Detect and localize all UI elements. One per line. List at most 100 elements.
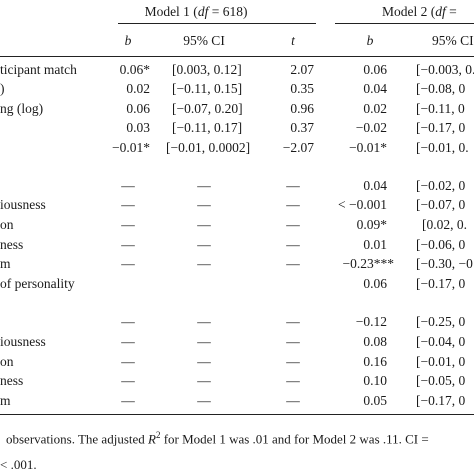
cell-b1: — bbox=[121, 237, 135, 252]
cell-ci2: [−0.01, 0. bbox=[416, 140, 469, 155]
cell-b1: — bbox=[121, 178, 135, 193]
cell-ci2: [−0.04, 0 bbox=[416, 334, 466, 349]
cell-ci1: — bbox=[197, 334, 211, 349]
cell-ci2: [−0.17, 0 bbox=[416, 393, 466, 408]
row-label: ticipant match bbox=[0, 62, 77, 77]
significance-note: < .001. bbox=[0, 457, 37, 472]
cell-t: — bbox=[286, 334, 300, 349]
cell-ci2: [−0.07, 0 bbox=[416, 197, 466, 212]
row-label: iousness bbox=[0, 334, 46, 349]
model2-header-rule bbox=[335, 23, 474, 24]
cell-b2: −0.01* bbox=[349, 140, 387, 155]
model2-header: Model 2 (df = bbox=[382, 4, 457, 19]
cell-ci1: — bbox=[197, 178, 211, 193]
cell-t: 0.37 bbox=[290, 120, 314, 135]
col-ci-model1: 95% CI bbox=[183, 33, 225, 48]
cell-b2: 0.08 bbox=[363, 334, 387, 349]
cell-b2: −0.02 bbox=[355, 120, 387, 135]
model1-header: Model 1 (df = 618) bbox=[144, 4, 248, 19]
cell-ci1: — bbox=[197, 314, 211, 329]
cell-b2: < −0.001 bbox=[338, 197, 387, 212]
cell-ci1: [−0.07, 0.20] bbox=[172, 101, 243, 116]
row-label: ) bbox=[0, 81, 5, 96]
row-label: ng (log) bbox=[0, 101, 44, 116]
cell-b2: 0.05 bbox=[363, 393, 387, 408]
cell-ci1: — bbox=[197, 197, 211, 212]
cell-ci1: [0.003, 0.12] bbox=[172, 62, 242, 77]
cell-ci2: [−0.08, 0 bbox=[416, 81, 466, 96]
cell-b1: 0.06* bbox=[119, 62, 150, 77]
model1-header-rule bbox=[118, 23, 316, 24]
row-label: m bbox=[0, 256, 11, 271]
cell-ci2: [−0.003, 0. bbox=[416, 62, 474, 77]
cell-ci2: [−0.17, 0 bbox=[416, 276, 466, 291]
cell-ci2: [−0.02, 0 bbox=[416, 178, 466, 193]
cell-ci1: [−0.11, 0.17] bbox=[172, 120, 243, 135]
cell-b1: — bbox=[121, 217, 135, 232]
cell-b2: 0.06 bbox=[363, 62, 387, 77]
cell-t: — bbox=[286, 178, 300, 193]
cell-b1: −0.01* bbox=[112, 140, 150, 155]
table-note: observations. The adjusted R2 for Model … bbox=[6, 430, 429, 447]
cell-b1: — bbox=[121, 393, 135, 408]
cell-t: — bbox=[286, 314, 300, 329]
cell-b1: — bbox=[121, 354, 135, 369]
cell-t: 0.35 bbox=[290, 81, 314, 96]
col-ci-model2: 95% CI bbox=[432, 33, 474, 48]
cell-ci2: [−0.25, 0 bbox=[416, 314, 466, 329]
cell-t: 2.07 bbox=[290, 62, 314, 77]
cell-t: 0.96 bbox=[290, 101, 314, 116]
cell-t: — bbox=[286, 354, 300, 369]
cell-b1: — bbox=[121, 256, 135, 271]
cell-b1: — bbox=[121, 197, 135, 212]
row-label: m bbox=[0, 393, 11, 408]
cell-ci2: [−0.30, −0 bbox=[416, 256, 473, 271]
table-bottom-rule bbox=[0, 414, 474, 415]
cell-b1: 0.02 bbox=[126, 81, 150, 96]
row-label: ness bbox=[0, 237, 24, 252]
cell-b2: −0.12 bbox=[355, 314, 387, 329]
row-label: ness bbox=[0, 373, 24, 388]
cell-ci1: [−0.01, 0.0002] bbox=[166, 140, 251, 155]
cell-b2: 0.04 bbox=[363, 81, 387, 96]
cell-ci1: — bbox=[197, 354, 211, 369]
col-b-model2: b bbox=[366, 33, 374, 48]
cell-ci2: [−0.06, 0 bbox=[416, 237, 466, 252]
cell-b2: 0.10 bbox=[363, 373, 387, 388]
cell-b2: −0.23*** bbox=[342, 256, 395, 271]
cell-t: −2.07 bbox=[282, 140, 314, 155]
cell-ci1: — bbox=[197, 373, 211, 388]
cell-t: — bbox=[286, 393, 300, 408]
cell-ci2: [−0.05, 0 bbox=[416, 373, 466, 388]
cell-t: — bbox=[286, 256, 300, 271]
cell-b2: 0.09* bbox=[356, 217, 387, 232]
cell-b1: 0.03 bbox=[126, 120, 150, 135]
cell-b1: — bbox=[121, 334, 135, 349]
cell-b2: 0.06 bbox=[363, 276, 387, 291]
cell-ci2: [0.02, 0. bbox=[422, 217, 467, 232]
cell-b2: 0.01 bbox=[363, 237, 387, 252]
row-label: iousness bbox=[0, 197, 46, 212]
col-b-model1: b bbox=[124, 33, 132, 48]
cell-ci2: [−0.01, 0 bbox=[416, 354, 466, 369]
cell-b1: — bbox=[121, 314, 135, 329]
cell-ci1: [−0.11, 0.15] bbox=[172, 81, 243, 96]
cell-t: — bbox=[286, 373, 300, 388]
cell-b2: 0.02 bbox=[363, 101, 387, 116]
cell-ci1: — bbox=[197, 237, 211, 252]
cell-t: — bbox=[286, 237, 300, 252]
cell-t: — bbox=[286, 217, 300, 232]
cell-ci1: — bbox=[197, 393, 211, 408]
row-label: of personality bbox=[0, 276, 75, 291]
col-t-model1: t bbox=[291, 33, 295, 48]
cell-ci1: — bbox=[197, 217, 211, 232]
cell-b2: 0.04 bbox=[363, 178, 387, 193]
header-bottom-rule bbox=[0, 56, 474, 57]
row-label: on bbox=[0, 217, 14, 232]
row-label: on bbox=[0, 354, 14, 369]
cell-b1: — bbox=[121, 373, 135, 388]
cell-ci2: [−0.17, 0 bbox=[416, 120, 466, 135]
cell-ci1: — bbox=[197, 256, 211, 271]
cell-ci2: [−0.11, 0 bbox=[416, 101, 465, 116]
cell-b1: 0.06 bbox=[126, 101, 150, 116]
